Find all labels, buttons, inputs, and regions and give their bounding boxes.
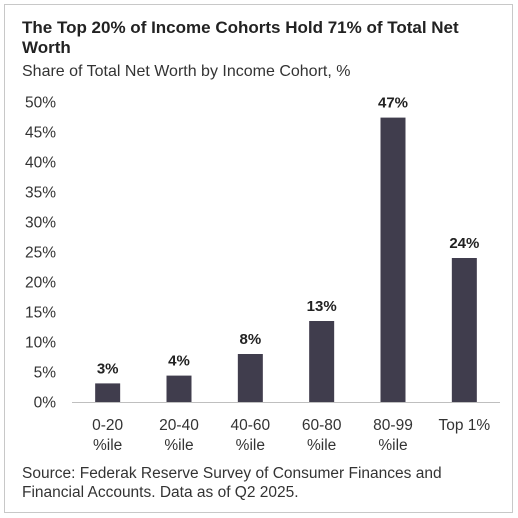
x-tick-label: %ile: [93, 437, 122, 454]
x-tick-label: 20-40: [159, 417, 199, 434]
x-tick-label: 40-60: [231, 417, 271, 434]
chart-frame: [4, 4, 513, 513]
y-tick-label: 5%: [34, 365, 57, 382]
y-tick-label: 10%: [25, 335, 56, 352]
x-tick-label: %ile: [307, 437, 336, 454]
data-label: 13%: [307, 298, 337, 315]
data-label: 47%: [378, 95, 408, 112]
y-tick-label: 25%: [25, 245, 56, 262]
y-tick-label: 30%: [25, 215, 56, 232]
x-tick-label: 0-20: [92, 417, 123, 434]
x-tick-label: 60-80: [302, 417, 342, 434]
data-label: 24%: [449, 235, 479, 252]
x-tick-label: %ile: [378, 437, 407, 454]
bar: [451, 258, 477, 402]
x-tick-label: 80-99: [373, 417, 413, 434]
y-tick-label: 15%: [25, 305, 56, 322]
y-tick-label: 50%: [25, 95, 56, 112]
y-tick-label: 0%: [34, 395, 57, 412]
bar: [166, 375, 192, 402]
bar: [95, 383, 121, 402]
bar: [237, 354, 263, 402]
data-label: 3%: [97, 360, 119, 377]
bar: [309, 321, 335, 402]
data-label: 8%: [239, 331, 261, 348]
bar: [380, 117, 406, 402]
x-tick-label: %ile: [164, 437, 193, 454]
y-tick-label: 45%: [25, 125, 56, 142]
data-label: 4%: [168, 353, 190, 370]
y-tick-label: 20%: [25, 275, 56, 292]
y-tick-label: 40%: [25, 155, 56, 172]
x-tick-label: %ile: [236, 437, 265, 454]
y-tick-label: 35%: [25, 185, 56, 202]
chart-source-note: Source: Federak Reserve Survey of Consum…: [22, 465, 442, 501]
x-tick-label: Top 1%: [438, 417, 490, 434]
chart-title: The Top 20% of Income Cohorts Hold 71% o…: [22, 18, 459, 57]
chart-subtitle: Share of Total Net Worth by Income Cohor…: [22, 63, 351, 80]
